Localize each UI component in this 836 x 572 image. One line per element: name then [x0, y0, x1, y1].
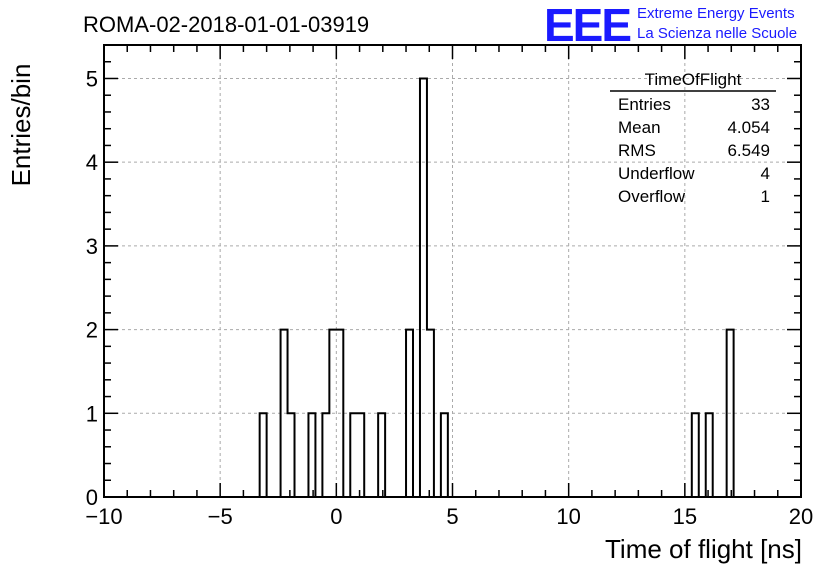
histogram-bin: [378, 413, 385, 497]
histogram-bin: [706, 413, 713, 497]
stats-row-value: 33: [751, 95, 770, 114]
x-tick-label: −5: [208, 504, 233, 529]
x-tick-label: −10: [85, 504, 122, 529]
stats-row-value: 4: [761, 164, 770, 183]
y-tick-labels: 0 1 2 3 4 5: [86, 66, 98, 510]
plot-frame-rect: [103, 44, 802, 498]
plot-frame: [103, 44, 802, 498]
histogram-bin: [692, 413, 699, 497]
x-tick-label: 10: [556, 504, 580, 529]
histogram-bin: [308, 413, 315, 497]
x-tick-label: 20: [789, 504, 813, 529]
x-tick-labels: −10 −5 0 5 10 15 20: [85, 504, 813, 529]
histogram-bin: [288, 413, 295, 497]
histogram-bin: [441, 413, 448, 497]
histogram-bin: [357, 413, 364, 497]
stats-row-value: 1: [761, 187, 770, 206]
y-tick-label: 0: [86, 485, 98, 510]
x-tick-label: 5: [446, 504, 458, 529]
stats-row-label: RMS: [618, 141, 656, 160]
y-tick-label: 2: [86, 318, 98, 343]
y-tick-label: 5: [86, 66, 98, 91]
stats-row-value: 4.054: [727, 118, 770, 137]
eee-logo: EEE: [544, 0, 632, 51]
stats-row-label: Entries: [618, 95, 671, 114]
y-tick-label: 4: [86, 150, 98, 175]
stats-box: TimeOfFlight Entries 33 Mean 4.054 RMS 6.549 Un…: [610, 70, 776, 206]
grid-lines: [104, 45, 801, 497]
chart-title: ROMA-02-2018-01-01-03919: [83, 12, 370, 37]
histogram-bars: [258, 77, 735, 497]
logo-subtitle-line2: La Scienza nelle Scuole: [637, 25, 798, 42]
histogram-bin: [260, 413, 267, 497]
histogram-bin: [420, 78, 427, 497]
stats-row-label: Underflow: [618, 164, 695, 183]
y-tick-label: 1: [86, 401, 98, 426]
histogram-bin: [322, 413, 329, 497]
x-tick-label: 15: [673, 504, 697, 529]
x-axis-label: Time of flight [ns]: [605, 534, 802, 564]
x-tick-label: 0: [330, 504, 342, 529]
y-tick-label: 3: [86, 234, 98, 259]
axis-ticks: [103, 44, 802, 498]
logo-subtitle-line1: Extreme Energy Events: [637, 5, 795, 22]
stats-box-title: TimeOfFlight: [645, 70, 742, 89]
histogram-bin: [350, 413, 357, 497]
histogram-outline: [258, 77, 735, 497]
stats-row-label: Overflow: [618, 187, 686, 206]
stats-row-value: 6.549: [727, 141, 770, 160]
stats-row-label: Mean: [618, 118, 661, 137]
